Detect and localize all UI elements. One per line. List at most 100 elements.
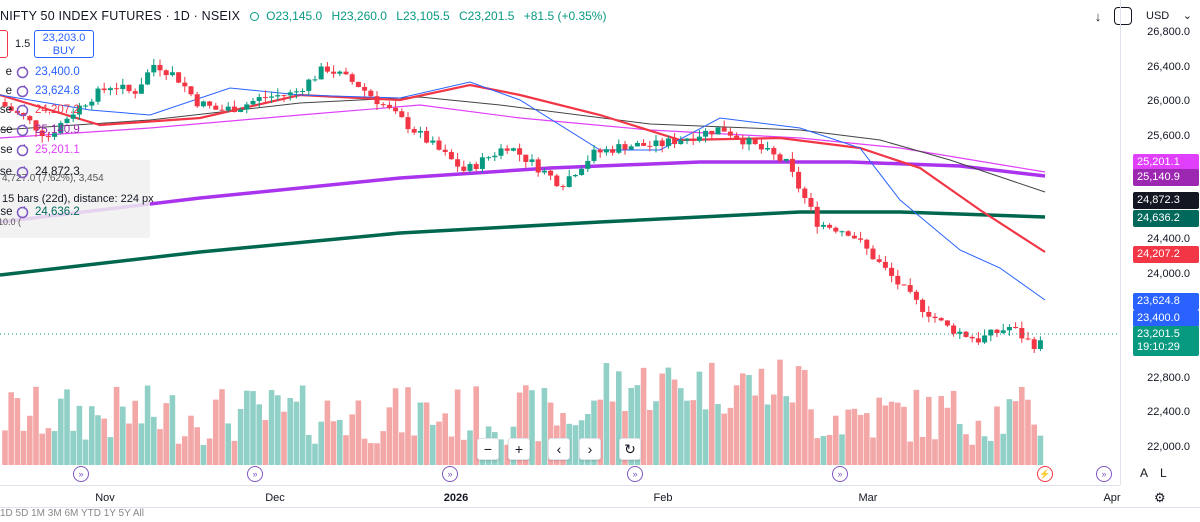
candle-body [870, 248, 876, 260]
candle-body [579, 168, 585, 176]
refresh-icon[interactable] [16, 165, 29, 179]
volume-bar [727, 407, 734, 465]
volume-bar [138, 423, 145, 465]
legend-row[interactable]: e 23,400.0 [0, 64, 80, 80]
volume-bar [107, 437, 114, 465]
candle-body [535, 159, 541, 173]
zoom-in-button[interactable]: + [508, 438, 530, 460]
volume-bar [287, 398, 293, 465]
candle-body [802, 188, 808, 199]
legend-row[interactable]: ose 24,636.2 [0, 204, 80, 220]
volume-bar [709, 362, 715, 465]
candle-body [566, 176, 572, 187]
volume-bar [82, 439, 89, 465]
legend-row[interactable]: ose 25,140.9 [0, 122, 80, 138]
event-flag-icon[interactable]: » [627, 466, 643, 482]
volume-bar [293, 401, 300, 465]
reset-chart-button[interactable]: ↻ [619, 438, 641, 460]
candle-body [498, 148, 504, 156]
candle-body [1019, 328, 1025, 339]
volume-bar [8, 392, 14, 465]
sell-button[interactable] [0, 30, 8, 58]
candle-body [820, 224, 826, 227]
arrow-down-icon[interactable]: ↓ [1094, 8, 1102, 24]
candle-body [548, 170, 554, 176]
zoom-out-button[interactable]: − [477, 438, 499, 460]
event-flag-icon[interactable]: » [73, 466, 89, 482]
candle-body [504, 148, 510, 151]
chart-canvas[interactable] [0, 0, 1120, 485]
event-flag-icon[interactable]: » [442, 466, 458, 482]
volume-bar [306, 434, 312, 465]
time-axis[interactable]: Nov Dec 2026 Feb Mar Apr [0, 485, 1121, 507]
top-right-toolbar: ↓ USD ⌄ [1087, 5, 1200, 27]
buy-button[interactable]: 23,203.0 BUY [34, 30, 94, 58]
volume-bar [715, 404, 721, 465]
gear-icon[interactable]: ⚙ [1154, 490, 1166, 505]
volume-bar [523, 385, 529, 465]
legend-row[interactable]: ose 25,201.1 [0, 142, 80, 158]
symbol-title[interactable]: NIFTY 50 INDEX FUTURES · 1D · NSEIX [0, 9, 241, 23]
refresh-icon[interactable] [16, 103, 29, 117]
volume-bar [969, 444, 975, 465]
low-value: L23,105.5 [396, 9, 450, 23]
volume-bar [640, 367, 647, 465]
candle-body [70, 114, 76, 119]
scroll-right-button[interactable]: › [579, 438, 601, 460]
candle-body [690, 138, 696, 141]
time-label-apr: Apr [1103, 492, 1121, 504]
screenshot-icon[interactable] [1114, 7, 1132, 25]
auto-scale-toggle[interactable]: A [1140, 466, 1149, 480]
scroll-left-button[interactable]: ‹ [548, 438, 570, 460]
refresh-icon[interactable] [16, 205, 29, 219]
event-flag-icon[interactable]: » [247, 466, 263, 482]
currency-selector[interactable]: USD ⌄ [1140, 5, 1200, 27]
candle-body [244, 104, 250, 110]
ma-green-line [0, 210, 1046, 277]
volume-bar [746, 375, 752, 465]
volume-bar [864, 413, 870, 465]
volume-bar [430, 424, 436, 465]
candle-body [882, 261, 888, 268]
price-scale[interactable]: 26,800.0 26,400.0 26,000.0 25,600.0 24,400.0… [1120, 0, 1200, 485]
volume-bar [76, 405, 83, 465]
refresh-icon[interactable] [16, 143, 29, 157]
candle-body [510, 148, 516, 151]
lightning-event-icon[interactable]: ⚡ [1037, 466, 1053, 482]
volume-bar [380, 431, 386, 465]
event-flag-icon[interactable]: » [1096, 466, 1112, 482]
log-scale-toggle[interactable]: L [1160, 466, 1167, 480]
candle-body [200, 101, 206, 107]
volume-bar [609, 401, 616, 465]
refresh-icon[interactable] [16, 65, 29, 79]
volume-bar [988, 440, 994, 465]
volume-bar [399, 432, 405, 465]
candle-body [721, 127, 727, 132]
volume-bar [783, 396, 789, 465]
volume-bar [752, 395, 758, 465]
volume-bar [547, 402, 554, 465]
change-value: +81.5 (+0.35%) [523, 9, 607, 23]
refresh-icon[interactable] [16, 123, 29, 137]
candle-body [895, 275, 901, 285]
candle-body [461, 166, 467, 171]
event-flag-icon[interactable]: » [832, 466, 848, 482]
price-tick: 24,400.0 [1147, 233, 1190, 246]
volume-bar [950, 390, 957, 465]
candle-body [312, 79, 318, 81]
legend-row[interactable]: se 24,872.3 [0, 164, 80, 180]
price-label: 25,140.9 [1133, 169, 1199, 186]
candle-body [45, 136, 51, 138]
candle-body [752, 138, 758, 145]
candle-body [176, 72, 182, 83]
volume-bar [64, 389, 70, 465]
volume-bar [1031, 424, 1037, 465]
volume-bar [101, 418, 107, 465]
price-tick: 22,000.0 [1147, 440, 1190, 453]
measure-tool-box[interactable] [0, 160, 150, 238]
legend-row[interactable]: e 23,624.8 [0, 83, 80, 99]
refresh-icon[interactable] [16, 84, 29, 98]
volume-bar [994, 406, 1000, 465]
legend-row[interactable]: se 24,207.2 [0, 102, 80, 118]
candle-body [1037, 340, 1043, 349]
